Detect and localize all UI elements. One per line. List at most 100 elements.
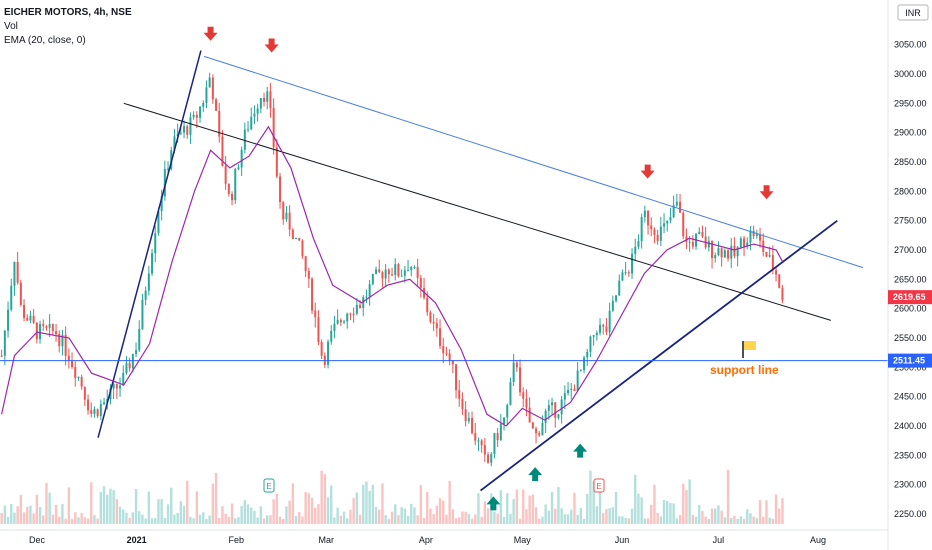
candle-body: [295, 237, 298, 239]
candle-body: [179, 132, 182, 134]
volume-bar: [723, 517, 727, 524]
candle-body: [551, 402, 554, 406]
candle-body: [343, 321, 346, 323]
candle-body: [13, 261, 16, 286]
candle-body: [0, 355, 3, 357]
volume-bar: [704, 516, 707, 524]
volume-bar: [131, 512, 135, 524]
red-down-arrow-icon: [264, 38, 279, 53]
volume-bar: [362, 484, 365, 524]
candle-body: [771, 255, 774, 271]
volume-bar: [672, 503, 675, 524]
candle-body: [135, 350, 138, 354]
candle-body: [650, 225, 653, 230]
last-price-label: [888, 290, 932, 305]
candle-body: [247, 129, 250, 131]
rising-support-line[interactable]: [479, 219, 838, 492]
rally-trend-line[interactable]: [97, 50, 202, 438]
volume-bar: [106, 494, 109, 524]
volume-bar: [253, 510, 256, 524]
candle-body: [189, 117, 192, 135]
candle-body: [579, 370, 582, 372]
volume-bar: [336, 507, 339, 524]
volume-bar: [464, 511, 467, 524]
volume-bar: [214, 472, 218, 524]
volume-bar: [58, 516, 61, 524]
volume-bar: [19, 494, 23, 524]
candle-body: [42, 324, 45, 327]
candle-body: [234, 168, 237, 201]
upper-channel-line[interactable]: [203, 55, 864, 269]
candle-body: [752, 230, 755, 236]
volume-bar: [656, 512, 659, 524]
red-down-arrow-icon: [203, 26, 218, 41]
y-tick-label: 2350.00: [894, 450, 927, 460]
volume-bar: [96, 518, 99, 524]
volume-bar: [256, 517, 259, 524]
candle-body: [336, 319, 339, 324]
candle-body: [218, 110, 221, 137]
candle-body: [231, 193, 234, 201]
candle-body: [311, 278, 314, 311]
candle-body: [285, 212, 288, 220]
ema-20-line[interactable]: [1, 125, 784, 427]
volume-bar: [710, 508, 714, 524]
candle-body: [743, 238, 746, 247]
red-down-arrow-icon: [759, 185, 774, 200]
candle-body: [746, 242, 749, 247]
candle-body: [35, 322, 38, 340]
candle-body: [611, 300, 614, 311]
volume-bar: [218, 518, 221, 524]
y-tick-label: 3000.00: [894, 69, 927, 79]
earnings-marker-1[interactable]: E: [263, 478, 275, 493]
candle-body: [371, 273, 374, 285]
candle-body: [675, 201, 678, 206]
volume-bar: [608, 508, 611, 524]
volume-bar: [288, 500, 291, 524]
candle-body: [570, 388, 573, 390]
candle-body: [410, 267, 413, 271]
candle-body: [298, 237, 301, 241]
candle-body: [573, 388, 576, 391]
volume-bar: [512, 499, 515, 524]
candle-body: [362, 297, 365, 308]
volume-bar: [560, 508, 563, 524]
candle-body: [64, 334, 67, 356]
currency-badge[interactable]: INR: [897, 4, 929, 21]
candle-body: [739, 238, 742, 248]
x-tick-label: Feb: [229, 535, 245, 545]
symbol-title[interactable]: EICHER MOTORS, 4h, NSE: [4, 7, 132, 18]
candle-body: [253, 113, 256, 117]
volume-bar: [278, 516, 282, 524]
volume-bar: [339, 515, 343, 524]
candle-body: [679, 201, 682, 213]
middle-channel-line[interactable]: [123, 102, 832, 321]
volume-bar: [570, 509, 573, 524]
volume-bar: [70, 518, 74, 524]
vol-indicator-label[interactable]: Vol: [4, 21, 18, 32]
candle-body: [186, 126, 189, 135]
ema-indicator-label[interactable]: EMA (20, close, 0): [4, 35, 86, 46]
candle-body: [538, 433, 541, 436]
candle-body: [599, 324, 602, 333]
candle-body: [781, 287, 784, 301]
candle-body: [672, 205, 675, 218]
candle-body: [128, 363, 131, 369]
candle-body: [403, 270, 406, 276]
candle-body: [624, 272, 627, 274]
volume-bar: [458, 517, 461, 524]
volume-bar: [390, 511, 394, 524]
volume-bar: [314, 507, 317, 524]
volume-bar: [166, 504, 170, 524]
volume-bar: [618, 516, 621, 524]
volume-bar: [150, 518, 154, 524]
red-down-arrow-icon: [640, 164, 655, 179]
volume-bar: [739, 516, 743, 524]
candle-body: [227, 183, 230, 194]
volume-bar: [330, 485, 333, 524]
volume-bar: [586, 494, 589, 524]
earnings-marker-2[interactable]: E: [593, 478, 605, 493]
x-tick-label: Jun: [615, 535, 630, 545]
volume-bar: [762, 516, 765, 524]
